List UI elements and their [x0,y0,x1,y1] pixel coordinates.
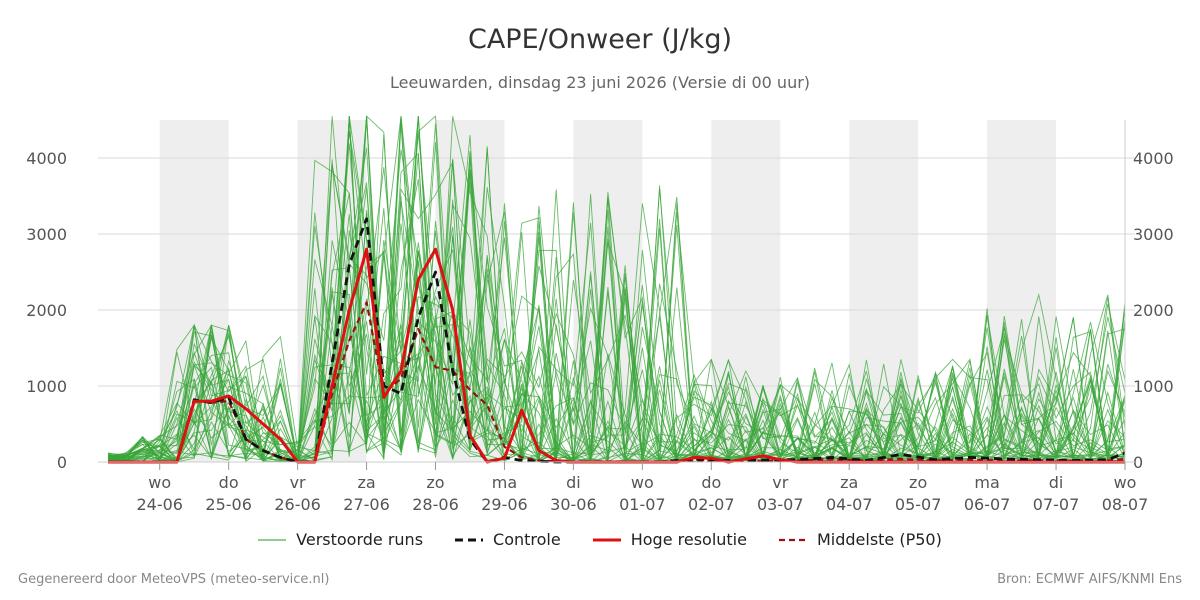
y-tick-label-left: 3000 [26,225,67,244]
control-line [108,217,1126,464]
x-tick-date: 29-06 [481,495,528,514]
x-tick-date: 01-07 [619,495,666,514]
x-tick-day: vr [290,473,306,492]
legend-label: Hoge resolutie [630,530,747,549]
high-res-line [108,247,1125,464]
legend-item-median[interactable]: Middelste (P50) [778,530,942,549]
footer-source: Bron: ECMWF AIFS/KNMI Ens [997,572,1182,587]
x-tick-day: ma [974,473,999,492]
y-tick-label-right: 1000 [1133,377,1174,396]
legend-swatch-high-res [592,538,621,541]
chart-title: CAPE/Onweer (J/kg) [467,24,732,55]
legend: Verstoorde runs Controle Hoge resolutie … [0,530,1200,549]
perturbed-run-line [107,116,1126,463]
y-tick-label-right: 0 [1133,453,1143,472]
legend-item-perturbed[interactable]: Verstoorde runs [258,530,423,549]
x-tick-day: zo [426,473,444,492]
x-tick-day: do [701,473,721,492]
y-tick-label-left: 4000 [26,149,67,168]
x-tick-date: 06-07 [964,495,1011,514]
chart-subtitle: Leeuwarden, dinsdag 23 juni 2026 (Versie… [389,73,811,92]
legend-label: Verstoorde runs [296,530,424,549]
x-tick-date: 24-06 [136,495,183,514]
x-tick-date: 03-07 [757,495,804,514]
y-tick-label-right: 3000 [1133,225,1174,244]
x-tick-date: 25-06 [205,495,252,514]
x-tick-day: wo [631,473,654,492]
main-series [108,217,1126,464]
perturbed-run-line [107,142,1126,463]
perturbed-run-line [107,146,1126,462]
x-tick-day: za [357,473,375,492]
legend-swatch-perturbed [258,538,287,541]
x-tick-date: 27-06 [343,495,390,514]
legend-label: Middelste (P50) [816,530,942,549]
x-tick-date: 28-06 [412,495,459,514]
footer-generator: Gegenereerd door MeteoVPS (meteo-service… [18,572,330,587]
legend-label: Controle [493,530,561,549]
x-tick-day: wo [1114,473,1137,492]
y-tick-label-right: 4000 [1133,149,1174,168]
x-tick-date: 26-06 [274,495,321,514]
x-tick-day: za [840,473,858,492]
legend-swatch-control [455,538,484,541]
x-tick-date: 07-07 [1033,495,1080,514]
x-tick-date: 02-07 [688,495,735,514]
perturbed-run-line [107,116,1126,464]
x-tick-date: 30-06 [550,495,597,514]
perturbed-run-line [107,159,1126,463]
x-tick-day: di [566,473,581,492]
x-tick-day: do [219,473,239,492]
x-tick-day: di [1049,473,1064,492]
perturbed-run-line [107,202,1126,463]
x-tick-day: zo [909,473,927,492]
legend-item-control[interactable]: Controle [455,530,561,549]
y-tick-label-left: 0 [57,453,67,472]
y-tick-label-right: 2000 [1133,301,1174,320]
median-line [108,301,1126,464]
x-tick-date: 08-07 [1102,495,1149,514]
x-tick-day: ma [492,473,517,492]
x-tick-date: 04-07 [826,495,873,514]
legend-item-high-res[interactable]: Hoge resolutie [592,530,747,549]
x-tick-day: vr [772,473,788,492]
legend-swatch-median [778,538,807,541]
y-tick-label-left: 1000 [26,377,67,396]
perturbed-run-line [107,160,1126,463]
y-tick-label-left: 2000 [26,301,67,320]
perturbed-run-line [107,249,1126,462]
axes: 0 0 1000 1000 2000 2000 3000 3000 4000 4000 wo 24-0… [26,120,1174,514]
x-tick-date: 05-07 [895,495,942,514]
perturbed-run-line [107,192,1126,462]
x-tick-day: wo [148,473,171,492]
